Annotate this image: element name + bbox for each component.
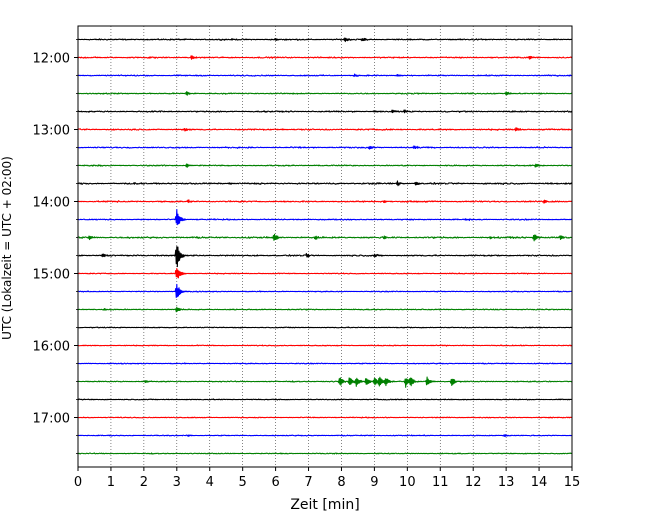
plot-frame [77,25,573,468]
x-tick-label: 12 [465,475,482,490]
y-tick-label: 12:00 [33,52,70,67]
plot-border [77,25,573,468]
trace-1715 [77,434,573,437]
x-tick-label: 8 [337,475,345,490]
x-tick-label: 10 [399,475,416,490]
trace-1330 [77,163,573,168]
trace-1145 [77,37,573,43]
y-tick-label: 16:00 [33,340,70,355]
x-tick-label: 3 [173,475,181,490]
x-tick-label: 13 [498,475,515,490]
trace-1215 [77,73,573,78]
x-tick-label: 4 [206,475,214,490]
x-tick-label: 0 [74,475,82,490]
x-axis-label: Zeit [min] [290,497,359,513]
trace-1415 [77,208,573,226]
trace-1300 [77,127,573,132]
x-axis-ticks: 0 1 2 3 4 5 6 7 8 9 10 11 12 13 14 15 [74,467,580,490]
trace-1700 [77,416,573,419]
trace-1200 [77,55,573,60]
trace-1345 [77,180,573,187]
trace-1530 [77,306,573,313]
trace-1230 [77,91,573,96]
x-tick-label: 9 [370,475,378,490]
trace-1645 [77,398,573,401]
trace-1445 [77,246,573,268]
y-axis-ticks: 12:00 13:00 14:00 15:00 16:00 17:00 [33,39,78,454]
x-tick-label: 7 [304,475,312,490]
trace-1430 [77,233,573,242]
y-axis-label: UTC (Lokalzeit = UTC + 02:00) [0,156,14,340]
trace-1730 [77,452,573,455]
trace-1245 [77,109,573,114]
x-tick-label: 15 [564,475,581,490]
trace-1500 [77,267,573,279]
trace-1400 [77,199,573,204]
y-tick-label: 15:00 [33,268,70,283]
trace-1315 [77,145,573,150]
y-tick-label: 13:00 [33,124,70,139]
trace-1600 [77,344,573,347]
trace-1515 [77,283,573,299]
x-tick-label: 11 [432,475,449,490]
x-tick-label: 2 [140,475,148,490]
trace-1545 [77,326,573,329]
x-tick-label: 6 [271,475,279,490]
x-tick-label: 14 [531,475,548,490]
x-tick-label: 1 [107,475,115,490]
trace-1615 [77,362,573,365]
y-tick-label: 14:00 [33,196,70,211]
seismogram-traces [77,37,573,455]
y-tick-label: 17:00 [33,412,70,427]
x-tick-label: 5 [239,475,247,490]
trace-1630 [77,376,573,388]
